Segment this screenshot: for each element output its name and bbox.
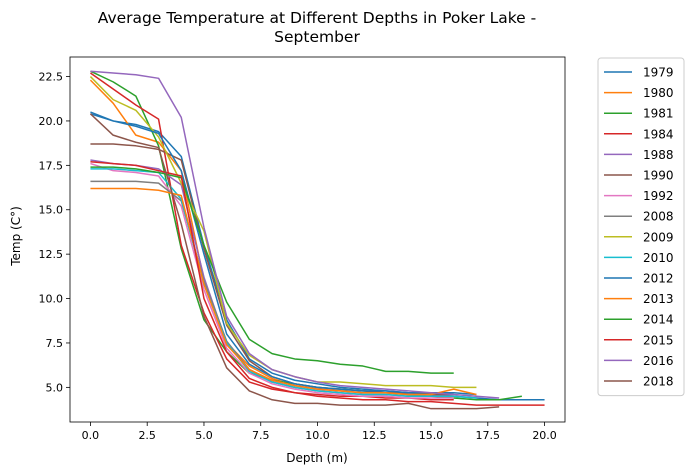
series-line-1979 — [90, 111, 545, 401]
legend-entry: 2008 — [643, 210, 674, 224]
legend-entry: 2014 — [643, 313, 674, 327]
legend-entry: 1979 — [643, 66, 674, 80]
plot-area — [69, 56, 566, 423]
x-tick-label: 10.0 — [305, 429, 330, 442]
legend-entry: 1988 — [643, 148, 674, 162]
legend: 1979 1980 1981 1984 1988 1990 1992 2008 2009 2010… — [597, 57, 685, 397]
series-line-1984 — [90, 72, 454, 401]
series-line-2008 — [90, 180, 454, 397]
series-line-2010 — [90, 168, 477, 399]
x-tick-label: 0.0 — [82, 429, 100, 442]
y-tick-label: 22.5 — [39, 71, 64, 84]
series-line-1988 — [90, 159, 454, 397]
series-line-2018 — [89, 113, 500, 410]
legend-entry: 1990 — [643, 169, 674, 183]
legend-entry: 1992 — [643, 189, 674, 203]
x-tick-label: 17.5 — [476, 429, 501, 442]
legend-entry: 1981 — [643, 107, 674, 121]
x-tick-label: 12.5 — [362, 429, 387, 442]
legend-entry: 2012 — [643, 272, 674, 286]
plot-frame — [69, 56, 566, 423]
y-tick-label: 5.0 — [46, 381, 64, 394]
x-tick-label: 2.5 — [138, 429, 156, 442]
legend-entry: 2009 — [643, 230, 674, 244]
chart-title-line: September — [274, 28, 360, 46]
y-tick-label: 10.0 — [39, 293, 64, 306]
y-axis: 5.0 7.5 10.0 12.5 15.0 17.5 20.0 22.5 — [39, 71, 70, 394]
series-line-2012 — [90, 113, 477, 396]
y-tick-label: 15.0 — [39, 204, 64, 217]
x-tick-label: 7.5 — [252, 429, 270, 442]
chart-title-line: Average Temperature at Different Depths … — [98, 9, 536, 27]
legend-entry: 2015 — [643, 333, 674, 347]
chart-title: Average Temperature at Different Depths … — [98, 9, 536, 46]
legend-entry: 1984 — [643, 127, 674, 141]
x-axis-label: Depth (m) — [286, 451, 347, 465]
y-axis-label: Temp (C°) — [9, 206, 23, 267]
legend-entry: 2018 — [643, 375, 674, 389]
legend-entry: 2010 — [643, 251, 674, 265]
series-line-1981 — [90, 70, 522, 401]
legend-entry: 2016 — [643, 354, 674, 368]
series-line-2016 — [90, 70, 500, 399]
x-axis: 0.0 2.5 5.0 7.5 10.0 12.5 15.0 17.5 20.0 — [82, 422, 557, 442]
y-tick-label: 12.5 — [39, 248, 64, 261]
series-line-2013 — [90, 187, 477, 396]
x-tick-label: 15.0 — [419, 429, 444, 442]
y-tick-label: 7.5 — [46, 337, 64, 350]
series-line-2014 — [90, 166, 454, 374]
x-tick-label: 20.0 — [532, 429, 557, 442]
legend-box — [597, 57, 685, 397]
y-tick-label: 17.5 — [39, 159, 64, 172]
x-tick-label: 5.0 — [195, 429, 213, 442]
legend-entry: 1980 — [643, 86, 674, 100]
series-line-1992 — [90, 162, 454, 399]
y-tick-label: 20.0 — [39, 115, 64, 128]
legend-entry: 2013 — [643, 292, 674, 306]
series-line-2015 — [90, 161, 545, 406]
